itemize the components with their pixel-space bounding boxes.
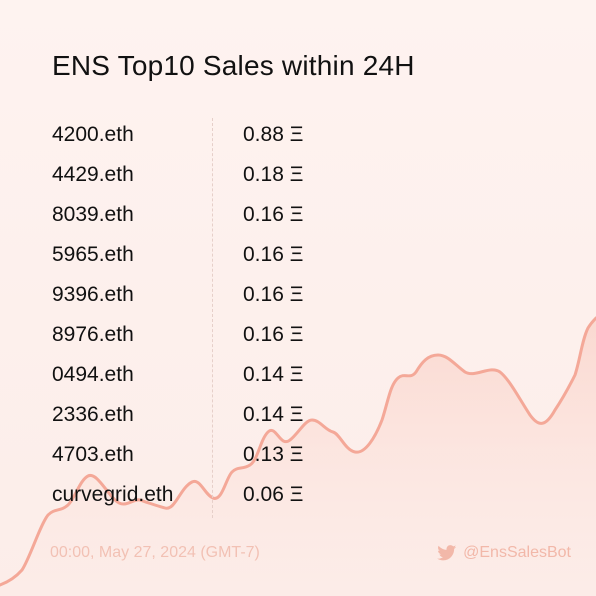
list-item: 9396.eth 0.16 Ξ — [0, 275, 596, 315]
list-item: 4429.eth 0.18 Ξ — [0, 155, 596, 195]
sale-price: 0.16 Ξ — [243, 283, 304, 306]
sale-price: 0.16 Ξ — [243, 243, 304, 266]
domain-name: 9396.eth — [52, 283, 134, 306]
list-item: 4703.eth 0.13 Ξ — [0, 435, 596, 475]
handle-label: @EnsSalesBot — [463, 544, 571, 561]
domain-name: 5965.eth — [52, 243, 134, 266]
bot-handle[interactable]: @EnsSalesBot — [437, 544, 571, 562]
trend-area — [0, 318, 596, 596]
page-title: ENS Top10 Sales within 24H — [52, 50, 415, 81]
list-item: 2336.eth 0.14 Ξ — [0, 395, 596, 435]
domain-name: 2336.eth — [52, 403, 134, 426]
domain-name: 4429.eth — [52, 163, 134, 186]
domain-name: 8039.eth — [52, 203, 134, 226]
timestamp: 00:00, May 27, 2024 (GMT-7) — [50, 544, 260, 561]
list-item: 8039.eth 0.16 Ξ — [0, 195, 596, 235]
domain-name: 4703.eth — [52, 443, 134, 466]
twitter-bird-icon — [437, 545, 457, 561]
domain-name: 0494.eth — [52, 363, 134, 386]
sale-price: 0.16 Ξ — [243, 323, 304, 346]
sale-price: 0.88 Ξ — [243, 123, 304, 146]
sale-price: 0.14 Ξ — [243, 403, 304, 426]
list-item: 0494.eth 0.14 Ξ — [0, 355, 596, 395]
domain-name: 8976.eth — [52, 323, 134, 346]
sale-price: 0.13 Ξ — [243, 443, 304, 466]
sale-price: 0.06 Ξ — [243, 483, 304, 506]
trend-line — [0, 316, 596, 587]
domain-name: curvegrid.eth — [52, 483, 174, 506]
sale-price: 0.16 Ξ — [243, 203, 304, 226]
column-divider — [212, 118, 213, 518]
sale-price: 0.18 Ξ — [243, 163, 304, 186]
domain-name: 4200.eth — [52, 123, 134, 146]
list-item: 4200.eth 0.88 Ξ — [0, 115, 596, 155]
sale-price: 0.14 Ξ — [243, 363, 304, 386]
list-item: 5965.eth 0.16 Ξ — [0, 235, 596, 275]
list-item: curvegrid.eth 0.06 Ξ — [0, 475, 596, 515]
list-item: 8976.eth 0.16 Ξ — [0, 315, 596, 355]
